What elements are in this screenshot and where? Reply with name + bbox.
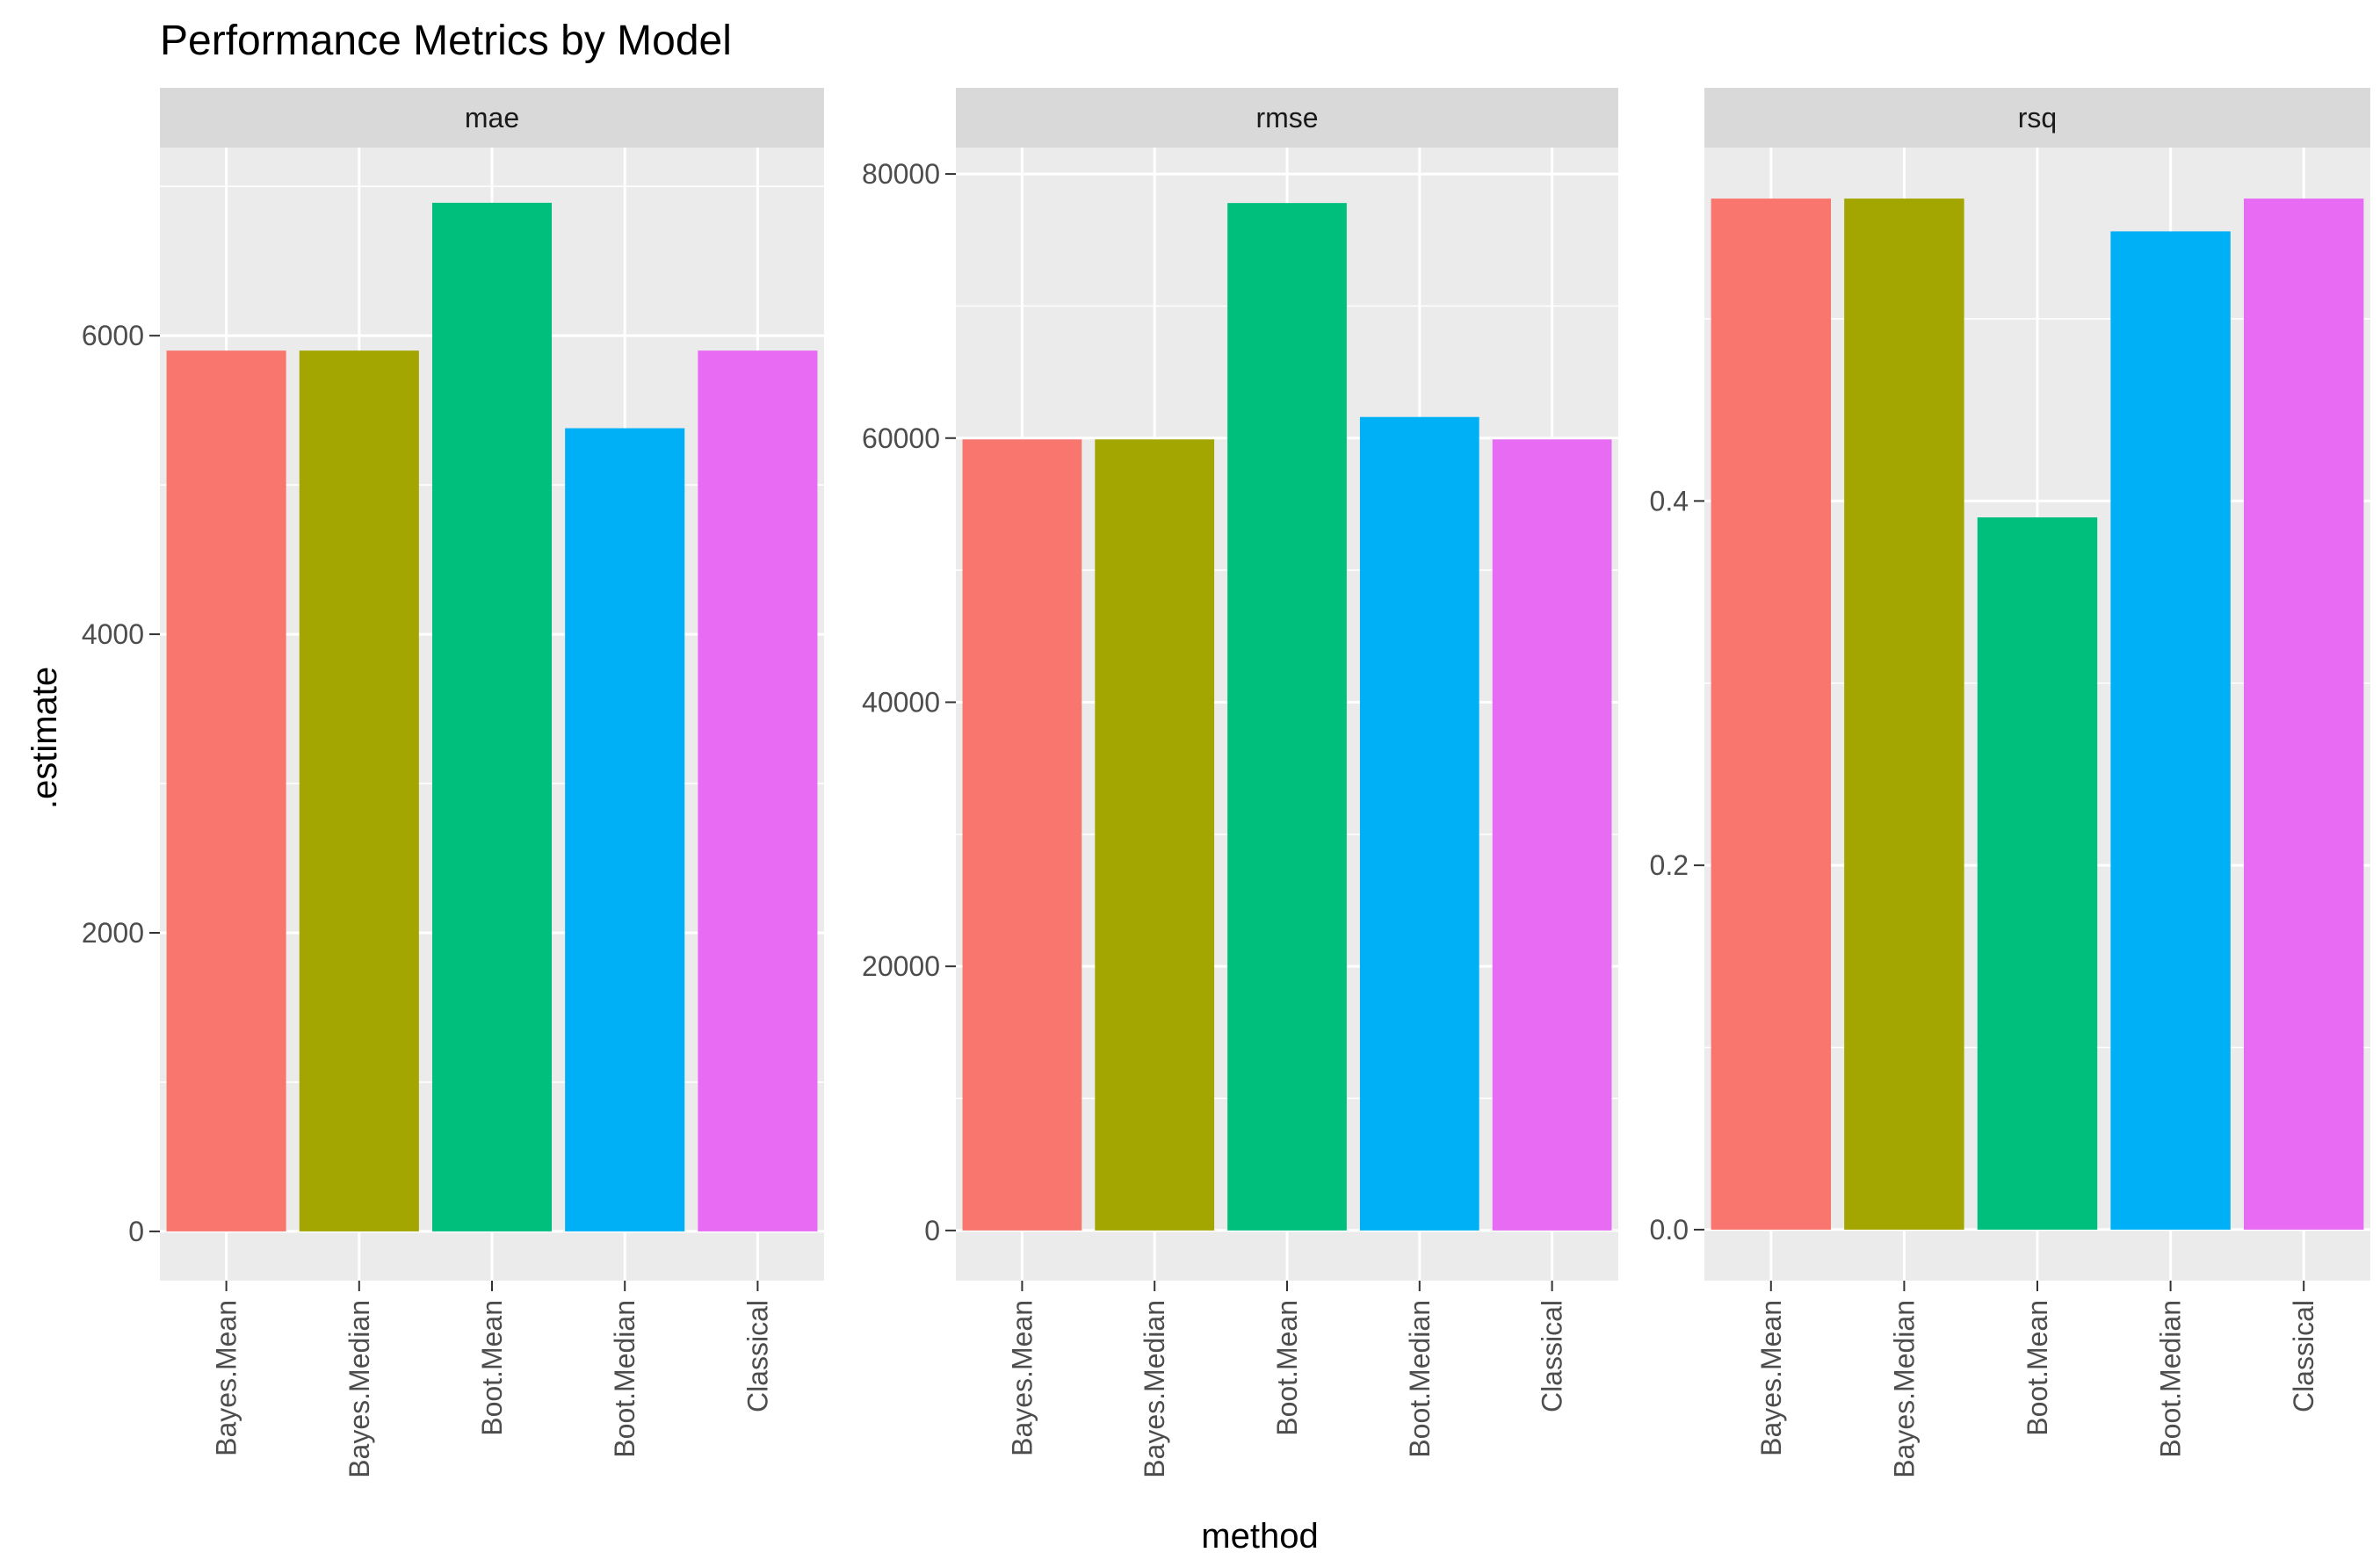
bar-rmse-bayes-mean	[962, 439, 1082, 1231]
facet-rmse: rmse 0 20000 40000 60000 80000 Bayes.Mean Bayes…	[862, 88, 1618, 1478]
y-tick-label: 0	[128, 1216, 144, 1247]
bar-mae-bayes-median	[299, 350, 419, 1231]
bar-rsq-classical	[2243, 199, 2364, 1230]
facet-label-rmse: rmse	[1255, 102, 1318, 134]
bar-rmse-bayes-median	[1095, 439, 1215, 1231]
bar-rmse-classical	[1492, 439, 1612, 1231]
facet-strip-rmse	[956, 88, 1618, 148]
bar-rsq-bayes-mean	[1711, 199, 1832, 1230]
x-tick-label: Boot.Mean	[476, 1300, 508, 1436]
facet-label-rsq: rsq	[2018, 102, 2057, 134]
x-tick-label: Bayes.Median	[1139, 1300, 1170, 1478]
facet-label-mae: mae	[465, 102, 519, 134]
x-axis-title: method	[1201, 1517, 1318, 1556]
x-tick-label: Classical	[741, 1300, 773, 1412]
y-tick-label: 6000	[82, 320, 144, 351]
x-tick-label: Bayes.Median	[1888, 1300, 1920, 1478]
bar-rsq-bayes-median	[1844, 199, 1964, 1230]
x-tick-label: Boot.Mean	[2022, 1300, 2053, 1436]
y-tick-label: 0.0	[1650, 1214, 1689, 1246]
x-tick-label: Bayes.Mean	[1755, 1300, 1787, 1456]
x-tick-label: Boot.Median	[609, 1300, 640, 1458]
x-tick-label: Bayes.Mean	[211, 1300, 242, 1456]
bar-rmse-boot-mean	[1227, 203, 1347, 1231]
facet-rsq: rsq 0.0 0.2 0.4 Bayes.Mean Bayes.Median Boot.M…	[1650, 88, 2370, 1478]
y-tick-label: 2000	[82, 917, 144, 949]
bar-mae-boot-median	[565, 428, 685, 1231]
bar-rmse-boot-median	[1359, 416, 1479, 1231]
y-tick-label: 60000	[862, 422, 940, 454]
x-tick-label: Classical	[1537, 1300, 1568, 1412]
x-tick-label: Bayes.Mean	[1006, 1300, 1038, 1456]
y-tick-label: 0	[924, 1215, 940, 1246]
x-tick-label: Boot.Median	[2155, 1300, 2187, 1458]
facet-strip-rsq	[1704, 88, 2370, 148]
chart-title: Performance Metrics by Model	[160, 18, 732, 64]
y-tick-label: 4000	[82, 618, 144, 650]
y-tick-label: 40000	[862, 686, 940, 718]
bar-mae-classical	[698, 350, 818, 1231]
x-tick-label: Boot.Median	[1404, 1300, 1436, 1458]
y-tick-label: 20000	[862, 950, 940, 982]
x-tick-label: Bayes.Median	[344, 1300, 375, 1478]
bar-rsq-boot-median	[2110, 231, 2231, 1230]
facet-mae: mae 0 2000 4000 6000 Bayes.Mean Bayes.Median Bo…	[82, 88, 824, 1478]
x-tick-label: Classical	[2288, 1300, 2319, 1412]
y-tick-label: 80000	[862, 158, 940, 190]
y-axis-title: .estimate	[25, 667, 64, 809]
facet-panels: mae 0 2000 4000 6000 Bayes.Mean Bayes.Median Bo…	[82, 88, 2370, 1478]
bar-rsq-boot-mean	[1977, 517, 2098, 1230]
y-tick-label: 0.4	[1650, 485, 1689, 516]
bar-mae-bayes-mean	[166, 350, 286, 1231]
x-tick-label: Boot.Mean	[1271, 1300, 1303, 1436]
facet-strip-mae	[160, 88, 824, 148]
bar-mae-boot-mean	[431, 202, 553, 1231]
y-tick-label: 0.2	[1650, 849, 1689, 881]
